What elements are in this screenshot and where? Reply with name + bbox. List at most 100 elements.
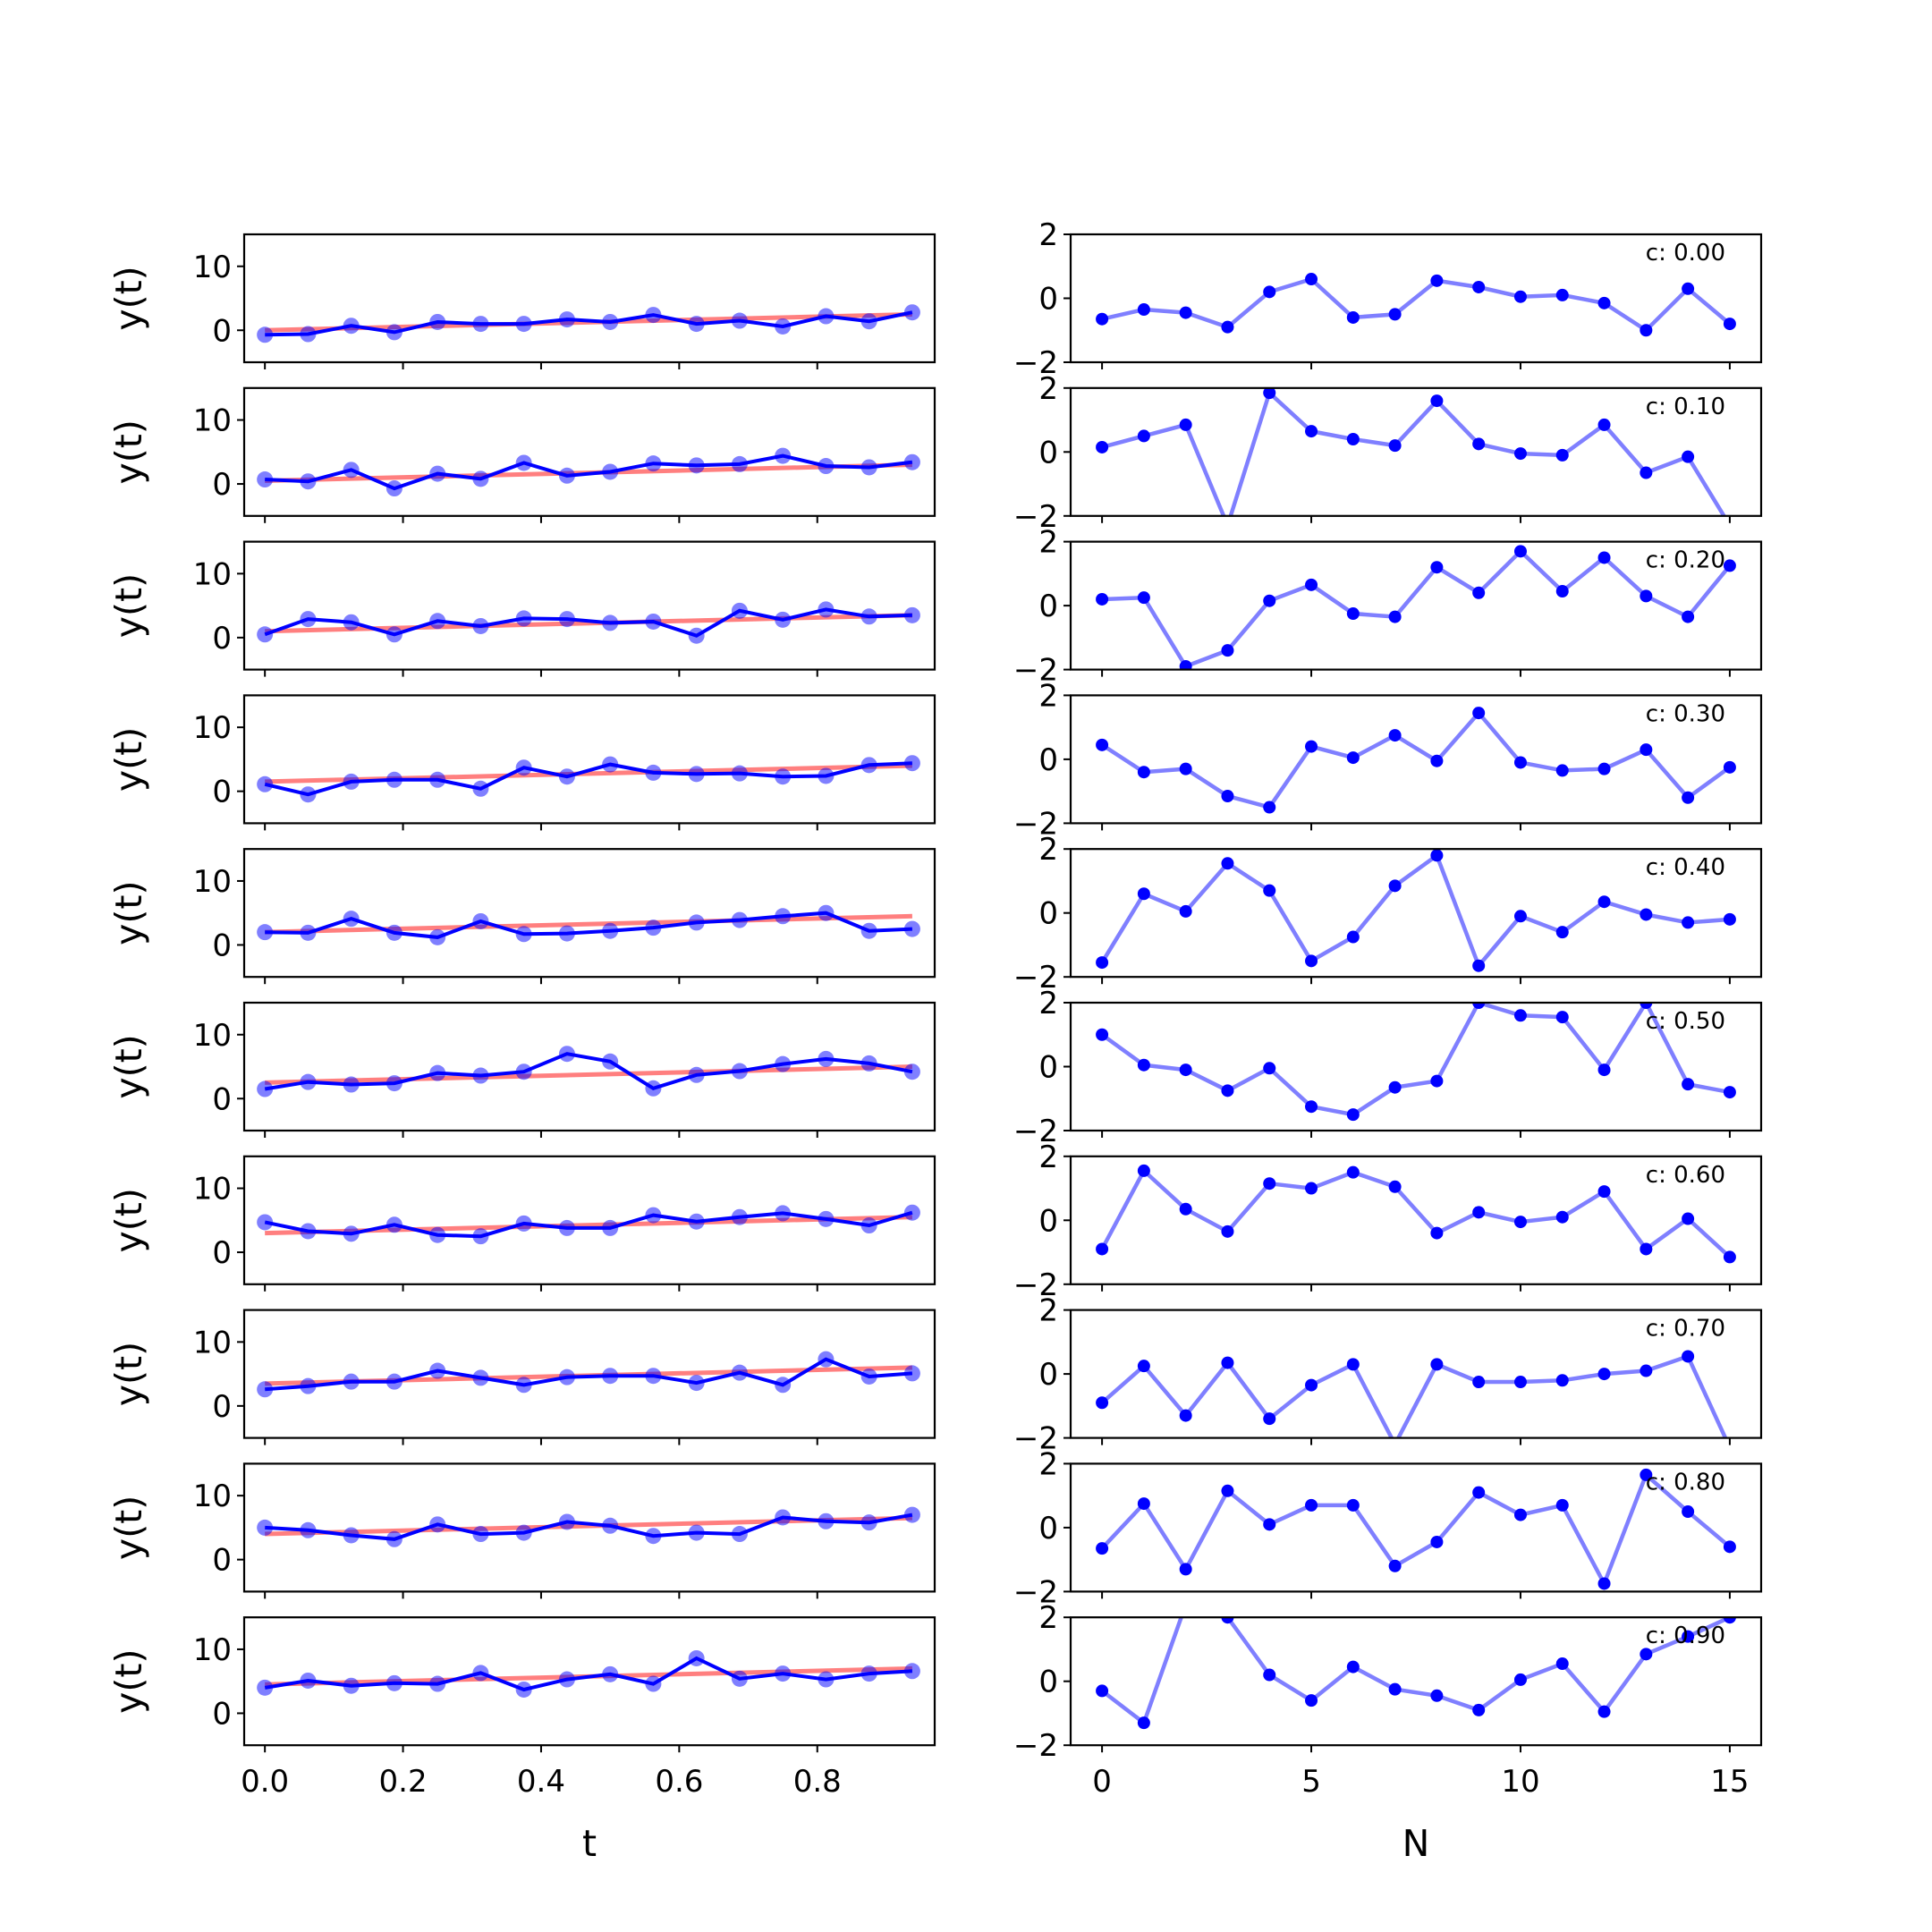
residual-point xyxy=(1682,1078,1695,1091)
residual-point xyxy=(1513,1376,1527,1389)
residual-point xyxy=(1723,1250,1736,1264)
y-tick-label: 0 xyxy=(212,1389,232,1425)
y-axis-label: y(t) xyxy=(107,419,150,484)
residual-point xyxy=(1723,1086,1736,1099)
y-tick-label: −2 xyxy=(1013,653,1058,689)
data-point xyxy=(257,1080,274,1097)
y-tick-label: 10 xyxy=(193,1018,232,1054)
residual-point xyxy=(1179,418,1192,431)
y-tick-label: 2 xyxy=(1038,832,1058,868)
right-plot-area xyxy=(1096,1164,1736,1264)
panel-annotation: c: 0.70 xyxy=(1646,1316,1725,1343)
residual-point xyxy=(1682,791,1695,804)
y-tick-label: 0 xyxy=(212,775,232,810)
x-tick-label: 0.2 xyxy=(379,1764,428,1800)
residual-point xyxy=(1597,1063,1611,1077)
residual-point xyxy=(1221,1224,1234,1238)
residual-point xyxy=(1640,589,1653,603)
data-line xyxy=(265,911,912,939)
residual-point xyxy=(1137,1716,1150,1730)
data-line xyxy=(264,1656,913,1692)
right-plot-area xyxy=(1096,1468,1736,1590)
y-tick-label: 2 xyxy=(1038,1293,1058,1329)
data-point xyxy=(903,606,920,623)
panel-annotation: c: 0.10 xyxy=(1646,394,1725,420)
panel-annotation: c: 0.90 xyxy=(1646,1623,1725,1649)
x-tick-label: 15 xyxy=(1710,1764,1749,1800)
residual-point xyxy=(1221,320,1234,334)
y-tick-label: −2 xyxy=(1013,1267,1058,1303)
residual-point xyxy=(1346,433,1360,445)
y-tick-label: −2 xyxy=(1013,1574,1058,1610)
residual-point xyxy=(1555,926,1569,939)
residual-point xyxy=(1137,887,1150,901)
left-plot-area xyxy=(257,1204,920,1245)
y-tick-label: 2 xyxy=(1038,371,1058,407)
y-tick-label: 2 xyxy=(1038,1600,1058,1636)
residual-point xyxy=(1513,910,1527,923)
residual-point xyxy=(1137,1058,1150,1072)
y-tick-label: 0 xyxy=(1038,435,1058,470)
panel-annotation: c: 0.60 xyxy=(1646,1162,1725,1189)
residual-point xyxy=(1430,1358,1444,1371)
residual-point xyxy=(1513,1673,1527,1686)
residual-point xyxy=(1430,754,1444,767)
residual-point xyxy=(1640,1364,1653,1377)
y-tick-label: 2 xyxy=(1038,1140,1058,1175)
y-tick-label: 0 xyxy=(1038,1203,1058,1239)
data-point xyxy=(257,326,274,343)
residual-point xyxy=(1472,586,1486,599)
residual-point xyxy=(1263,1062,1276,1075)
y-tick-label: 0 xyxy=(212,1081,232,1117)
y-tick-label: 0 xyxy=(1038,742,1058,778)
y-tick-label: 10 xyxy=(193,403,232,439)
residual-point xyxy=(1640,1242,1653,1256)
residual-point xyxy=(1346,1660,1360,1674)
residual-point xyxy=(1472,1486,1486,1499)
residual-point xyxy=(1263,387,1276,400)
residual-point xyxy=(1388,1080,1402,1094)
residual-point xyxy=(1137,766,1150,779)
data-point xyxy=(257,1381,274,1398)
left-panel-10: 0 10 0.0 0.2 0.4 0.6 0.8 y(t) t xyxy=(107,1616,936,1865)
residual-point xyxy=(1472,280,1486,293)
residual-point xyxy=(1388,1180,1402,1193)
residual-point xyxy=(1430,1226,1444,1240)
y-tick-label: −2 xyxy=(1013,806,1058,842)
residual-point xyxy=(1723,760,1736,774)
residual-point xyxy=(1221,1356,1234,1369)
y-tick-label: 2 xyxy=(1038,525,1058,561)
data-line xyxy=(264,607,912,638)
x-tick-label: 5 xyxy=(1301,1764,1321,1800)
residual-point xyxy=(1305,578,1318,591)
axes-frame xyxy=(242,1309,936,1439)
right-plot-area xyxy=(1096,545,1736,670)
residual-point xyxy=(1388,308,1402,321)
residual-point xyxy=(1179,1063,1192,1077)
x-axis-label: t xyxy=(582,1822,597,1865)
residual-point xyxy=(1682,1212,1695,1225)
y-tick-label: −2 xyxy=(1013,1114,1058,1149)
residual-point xyxy=(1472,959,1486,972)
left-plot-area xyxy=(257,1046,920,1097)
residual-point xyxy=(1682,610,1695,623)
residual-point xyxy=(1430,561,1444,574)
y-tick-label: 0 xyxy=(1038,589,1058,624)
left-panel-9: 0 10 y(t) xyxy=(107,1462,936,1599)
residual-point xyxy=(1305,1498,1318,1512)
y-tick-label: 10 xyxy=(193,710,232,746)
residual-point xyxy=(1346,1498,1360,1512)
axes-frame xyxy=(242,848,936,979)
residual-point xyxy=(1640,743,1653,757)
data-point xyxy=(903,755,920,772)
data-point xyxy=(903,1506,920,1523)
right-plot-area xyxy=(1096,1617,1736,1730)
residual-point xyxy=(1096,1028,1109,1041)
left-panel-7: 0 10 y(t) xyxy=(107,1155,936,1292)
residual-point xyxy=(1096,956,1109,970)
right-panel-3: c: 0.20 −2 0 2 xyxy=(1013,525,1763,689)
y-tick-label: 0 xyxy=(1038,1050,1058,1086)
y-tick-label: 0 xyxy=(212,1543,232,1579)
y-tick-label: −2 xyxy=(1013,1421,1058,1457)
residual-point xyxy=(1555,1498,1569,1512)
